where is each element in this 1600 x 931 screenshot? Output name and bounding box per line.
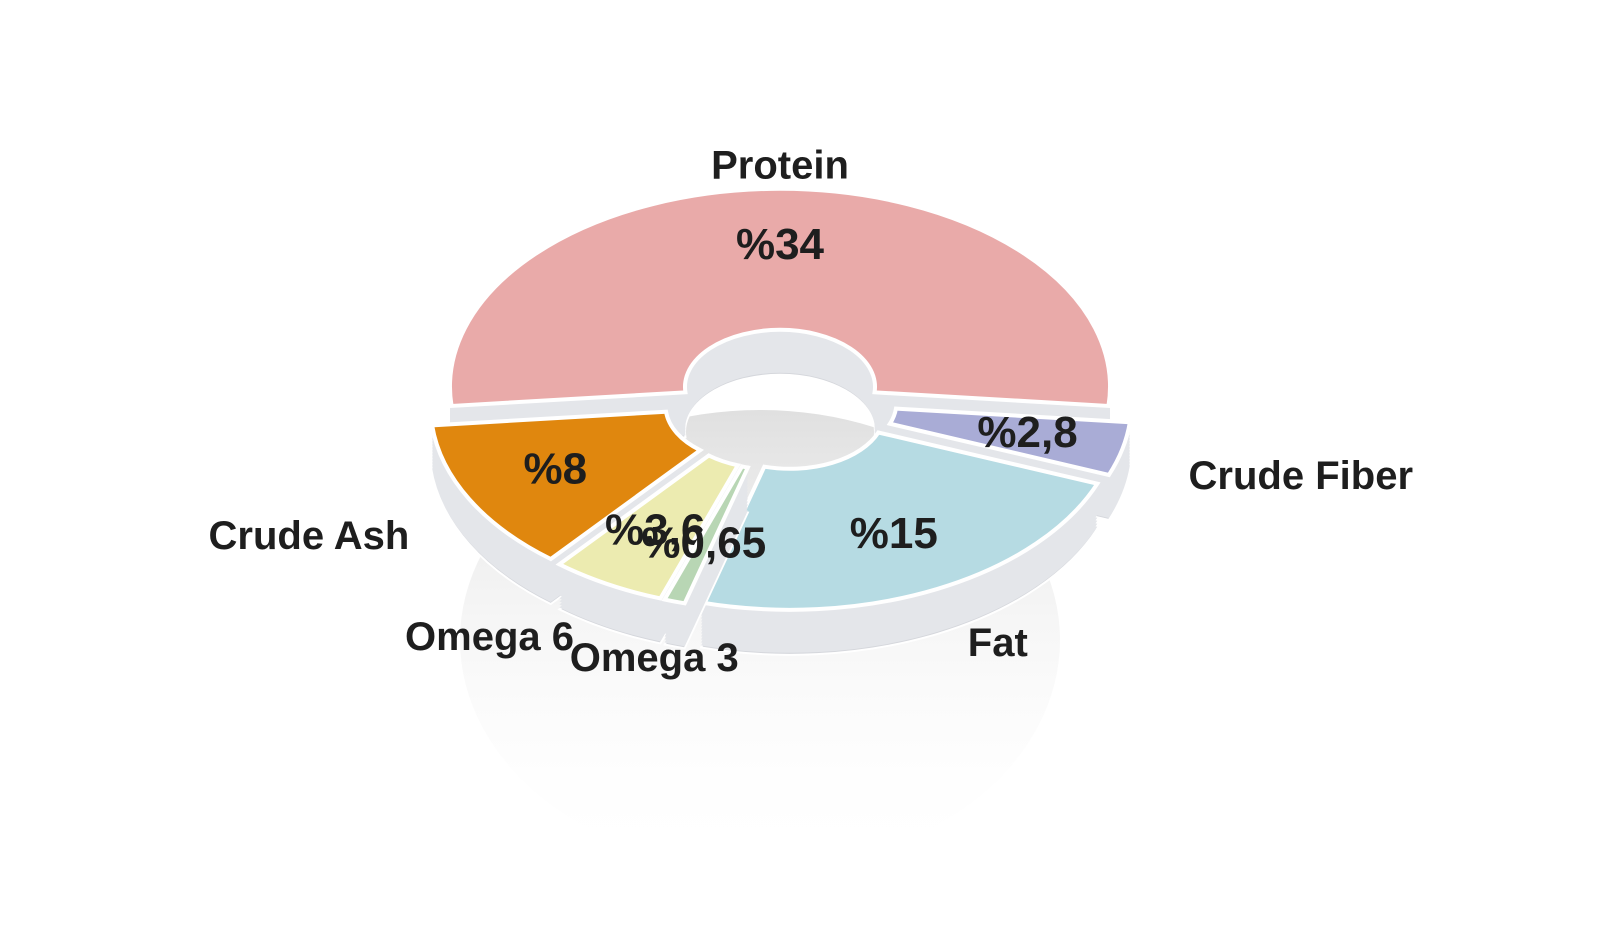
value-label: %8 xyxy=(524,444,588,493)
slice xyxy=(448,186,1112,409)
slice-side xyxy=(664,509,748,647)
value-label: %3,6 xyxy=(605,506,705,555)
slice: %3,6 xyxy=(555,453,742,645)
value-label: %2,8 xyxy=(977,408,1077,457)
category-label: Omega 6 xyxy=(405,615,574,659)
value-label: %34 xyxy=(736,220,825,269)
value-label: %15 xyxy=(850,509,938,558)
slice xyxy=(886,406,1133,478)
category-label: Protein xyxy=(711,144,849,188)
value-label: %0,65 xyxy=(641,518,766,567)
category-label: Omega 3 xyxy=(570,636,739,680)
slice: %15 xyxy=(698,430,1101,656)
category-label: Crude Fiber xyxy=(1189,454,1413,498)
slice xyxy=(429,409,705,562)
slice xyxy=(698,430,1101,612)
category-label: Fat xyxy=(968,621,1028,665)
slice xyxy=(555,453,742,601)
slice: %8 xyxy=(429,409,705,606)
slice: %34 xyxy=(448,186,1112,453)
slice xyxy=(661,464,751,606)
slice: %0,65 xyxy=(641,464,766,650)
category-label: Crude Ash xyxy=(209,514,410,558)
